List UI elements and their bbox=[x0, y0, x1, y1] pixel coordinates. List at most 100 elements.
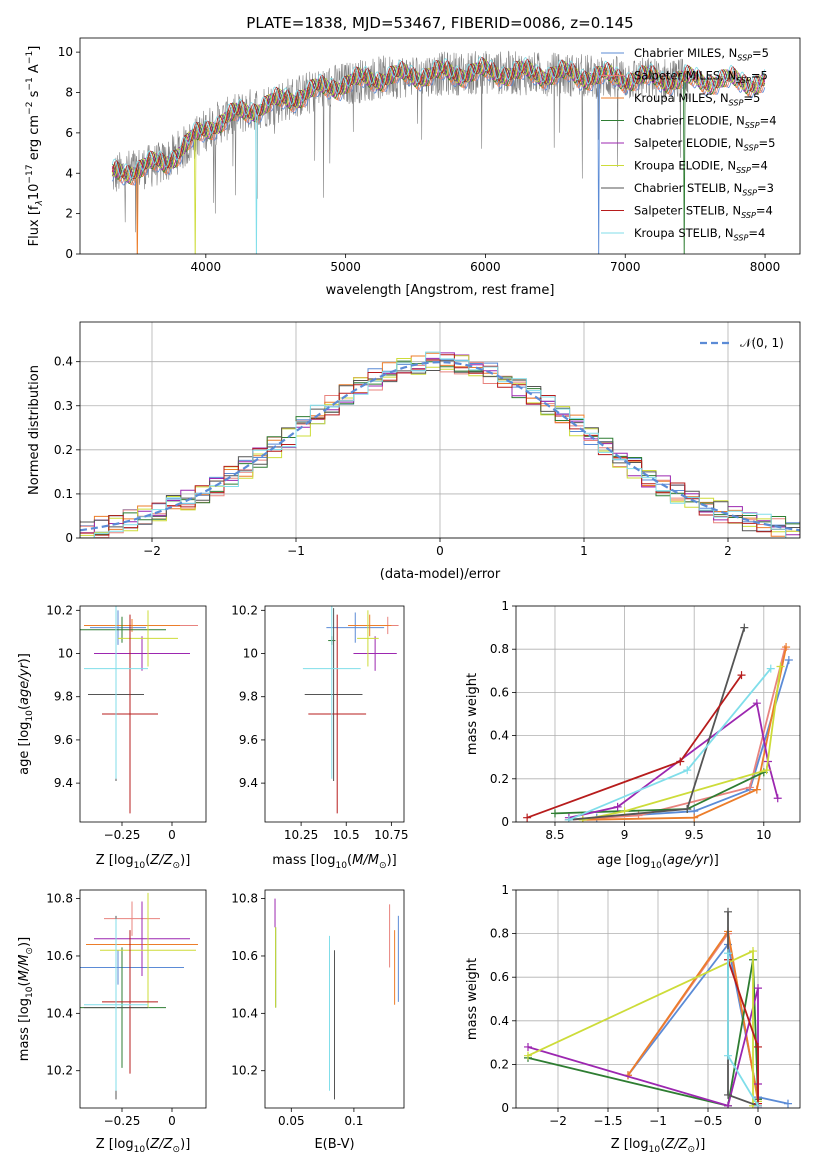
y-tick-label: 0.2 bbox=[490, 1057, 509, 1071]
model-spectrum-4 bbox=[111, 61, 766, 254]
x-tick-label: 0 bbox=[754, 1114, 762, 1128]
x-tick-label: −1 bbox=[649, 1114, 667, 1128]
plot-area bbox=[524, 907, 792, 1108]
plot-area bbox=[274, 898, 399, 1100]
x-tick-label: 1 bbox=[580, 544, 588, 558]
x-tick-label: 9.5 bbox=[685, 828, 704, 842]
weight-marker bbox=[766, 664, 775, 673]
x-tick-label: 8000 bbox=[750, 260, 781, 274]
weight-series-4 bbox=[527, 959, 759, 1107]
y-tick-label: 0 bbox=[501, 1101, 509, 1115]
y-tick-label: 0.6 bbox=[490, 685, 509, 699]
weight-marker bbox=[754, 1042, 762, 1051]
y-tick-label: 9.6 bbox=[239, 733, 258, 747]
residual-axes: −2 −1 0 1 2 0 0.1 0.2 0.3 0.4 𝒩(0, 1) (data-model)/… bbox=[27, 321, 801, 582]
weight-marker bbox=[724, 1101, 732, 1108]
z-mass-axes: −0.25 0 10.2 10.4 10.6 10.8 Z [log10(Z/Z⊙)] mas… bbox=[17, 889, 207, 1155]
x-axis-label: Z [log10(Z/Z⊙)] bbox=[96, 1137, 191, 1155]
x-axis-label: mass [log10(M/M⊙)] bbox=[272, 853, 396, 871]
legend-label: Chabrier ELODIE, NSSP=4 bbox=[634, 114, 777, 130]
weight-marker bbox=[523, 813, 532, 822]
weight-marker bbox=[752, 785, 761, 794]
weight-marker bbox=[762, 766, 771, 775]
weight-series-2 bbox=[568, 648, 786, 821]
weight-marker bbox=[740, 623, 749, 632]
weight-series-3 bbox=[582, 646, 787, 821]
x-axis-label: E(B-V) bbox=[314, 1137, 354, 1152]
x-tick-label: −1 bbox=[287, 544, 305, 558]
axes-frame bbox=[264, 605, 405, 823]
legend-label: Salpeter STELIB, NSSP=4 bbox=[634, 204, 773, 220]
weight-marker bbox=[683, 766, 692, 775]
legend-label: Kroupa MILES, NSSP=5 bbox=[634, 91, 760, 107]
axes-frame bbox=[515, 605, 801, 823]
weight-marker bbox=[724, 907, 732, 916]
y-tick-label: 1 bbox=[501, 883, 509, 897]
x-tick-label: 0 bbox=[168, 828, 176, 842]
x-axis-label: wavelength [Angstrom, rest frame] bbox=[326, 283, 555, 298]
y-tick-label: 9.4 bbox=[239, 776, 258, 790]
weight-marker bbox=[773, 794, 782, 803]
y-tick-label: 6 bbox=[65, 126, 73, 140]
y-tick-label: 0.6 bbox=[490, 970, 509, 984]
x-axis-label: Z [log10(Z/Z⊙)] bbox=[611, 1137, 706, 1155]
weight-marker bbox=[754, 1101, 762, 1108]
y-tick-label: 10.8 bbox=[46, 892, 73, 906]
y-tick-label: 0.4 bbox=[54, 355, 73, 369]
y-tick-label: 0.1 bbox=[54, 487, 73, 501]
weight-marker bbox=[752, 699, 761, 708]
x-tick-label: 8.5 bbox=[545, 828, 564, 842]
weight-series-8 bbox=[526, 674, 743, 819]
normal-curve bbox=[80, 360, 800, 532]
histogram-9 bbox=[80, 351, 800, 538]
y-axis-label: mass weight bbox=[465, 958, 480, 1040]
y-axis-label: mass [log10(M/M⊙)] bbox=[17, 937, 35, 1061]
weight-series-5 bbox=[527, 987, 759, 1108]
legend-label: Chabrier MILES, NSSP=5 bbox=[634, 46, 769, 62]
axes-frame bbox=[264, 889, 405, 1109]
y-tick-label: 0.4 bbox=[490, 1014, 509, 1028]
y-axis-label: Normed distribution bbox=[27, 365, 42, 495]
model-spectrum-9 bbox=[111, 56, 766, 254]
weight-marker bbox=[724, 949, 732, 958]
y-tick-label: 9.8 bbox=[54, 690, 73, 704]
x-tick-label: −2 bbox=[549, 1114, 567, 1128]
plot-area bbox=[302, 606, 399, 814]
x-axis-label: (data-model)/error bbox=[380, 567, 501, 582]
x-tick-label: 10.5 bbox=[333, 828, 360, 842]
x-tick-label: 6000 bbox=[470, 260, 501, 274]
x-axis-label: Z [log10(Z/Z⊙)] bbox=[96, 853, 191, 871]
x-tick-label: −0.25 bbox=[104, 828, 141, 842]
x-tick-label: 7000 bbox=[610, 260, 641, 274]
y-tick-label: 9.4 bbox=[54, 776, 73, 790]
y-tick-label: 0.2 bbox=[490, 772, 509, 786]
x-tick-label: 0.05 bbox=[278, 1114, 305, 1128]
model-spectrum-7 bbox=[112, 57, 766, 180]
y-tick-label: 10.2 bbox=[46, 603, 73, 617]
plot-area bbox=[111, 50, 766, 254]
z-weight-axes: −2 −1.5 −1 −0.5 0 0 0.2 0.4 0.6 0.8 1 mass weight Z … bbox=[465, 883, 801, 1155]
weight-marker bbox=[683, 805, 692, 814]
weight-marker bbox=[724, 1051, 732, 1060]
weight-marker bbox=[749, 947, 757, 956]
y-tick-label: 0.2 bbox=[54, 443, 73, 457]
y-tick-label: 0.4 bbox=[490, 729, 509, 743]
legend-label: Kroupa ELODIE, NSSP=4 bbox=[634, 159, 768, 175]
weight-marker bbox=[784, 656, 793, 664]
legend-label: Kroupa STELIB, NSSP=4 bbox=[634, 226, 765, 242]
spectrum-axes: 4000 5000 6000 7000 8000 0 2 4 6 8 10 Chabrier MILE… bbox=[25, 37, 801, 298]
plot-area bbox=[80, 892, 198, 1100]
weight-marker bbox=[745, 783, 754, 792]
weight-series-5 bbox=[568, 701, 779, 819]
y-tick-label: 9.6 bbox=[54, 733, 73, 747]
weight-marker bbox=[776, 662, 785, 671]
y-axis-label: age [log10(age/yr)] bbox=[17, 653, 35, 775]
x-tick-label: 0.1 bbox=[344, 1114, 363, 1128]
weight-marker bbox=[524, 1042, 532, 1051]
y-tick-label: 10.6 bbox=[231, 949, 258, 963]
weight-series-7 bbox=[568, 627, 746, 821]
x-tick-label: −0.5 bbox=[693, 1114, 722, 1128]
age-weight-axes: 8.5 9 9.5 10 0 0.2 0.4 0.6 0.8 1 mass weight age [l… bbox=[465, 599, 801, 871]
